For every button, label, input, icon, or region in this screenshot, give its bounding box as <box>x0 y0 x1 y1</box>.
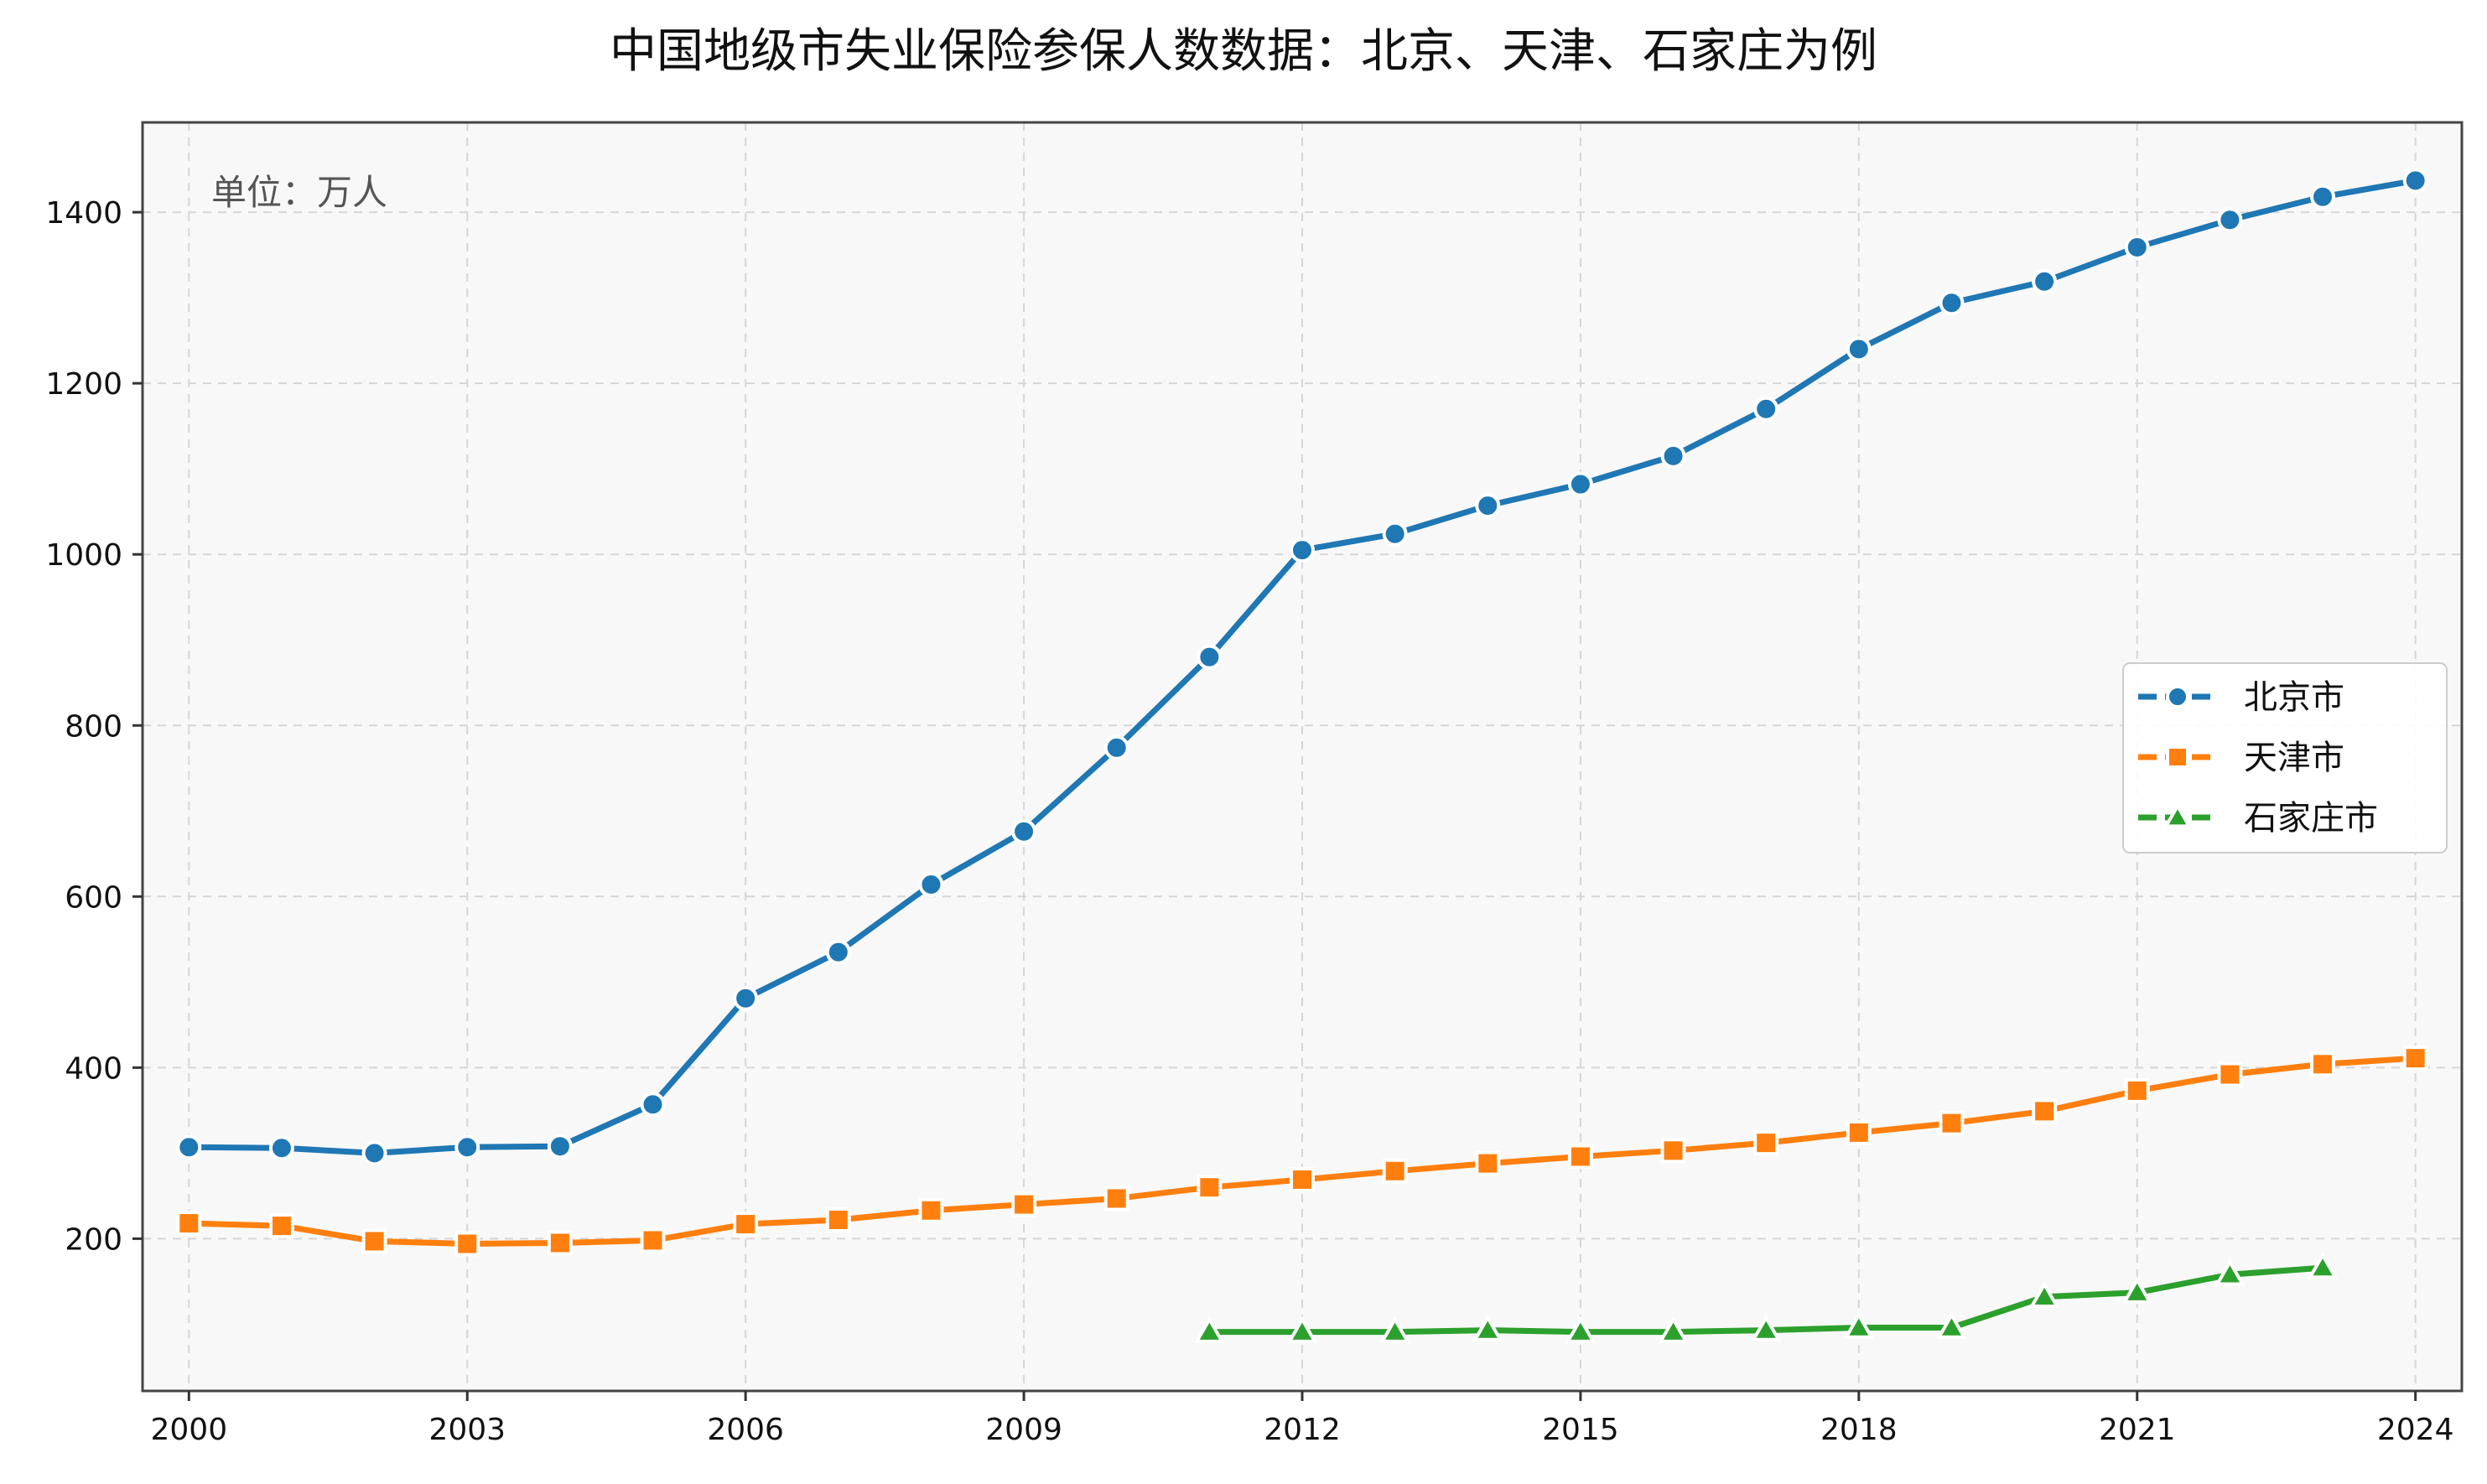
data-point <box>1472 1314 1503 1341</box>
data-point <box>1750 1314 1782 1341</box>
data-point <box>640 1092 666 1118</box>
data-point <box>1753 396 1779 422</box>
data-point <box>1103 1186 1129 1212</box>
chart-title: 中国地级市失业保险参保人数数据：北京、天津、石家庄为例 <box>610 24 1877 79</box>
data-point <box>918 1197 944 1223</box>
data-point <box>1658 1315 1689 1343</box>
data-point <box>2121 1276 2153 1304</box>
data-point <box>1753 1130 1779 1156</box>
x-tick-label: 2003 <box>428 1413 506 1447</box>
legend-label: 石家庄市 <box>2244 799 2378 838</box>
data-point <box>1565 1315 1597 1343</box>
data-point <box>825 1206 851 1232</box>
data-point <box>2028 1280 2060 1308</box>
data-point <box>1290 1167 1315 1193</box>
y-tick-label: 1200 <box>45 367 122 402</box>
x-tick-label: 2018 <box>1820 1413 1898 1447</box>
data-point <box>1011 1191 1037 1217</box>
x-tick-label: 2000 <box>151 1413 228 1447</box>
data-point <box>361 1228 387 1254</box>
data-point <box>1660 1138 1686 1164</box>
legend-item: 北京市 <box>2138 678 2344 717</box>
x-tick-label: 2012 <box>1264 1413 1341 1447</box>
data-point <box>2307 1252 2339 1279</box>
data-point <box>640 1227 666 1253</box>
legend-label: 天津市 <box>2244 739 2344 777</box>
legend-label: 北京市 <box>2244 678 2344 717</box>
data-point <box>1290 537 1315 563</box>
data-point <box>1567 471 1593 497</box>
x-tick-label: 2015 <box>1542 1413 1619 1447</box>
data-point <box>2217 1061 2243 1087</box>
legend-swatch-marker <box>2166 685 2189 708</box>
x-tick-label: 2021 <box>2099 1413 2176 1447</box>
x-tick-label: 2024 <box>2377 1413 2454 1447</box>
legend-item: 天津市 <box>2138 739 2344 777</box>
data-point <box>1197 1175 1223 1201</box>
data-point <box>2310 1051 2336 1077</box>
data-point <box>1382 521 1408 547</box>
data-point <box>454 1134 480 1160</box>
data-point <box>733 1212 759 1238</box>
data-point <box>2124 1077 2150 1103</box>
data-point <box>1475 1150 1501 1176</box>
data-point <box>2124 234 2150 260</box>
data-point <box>1846 336 1872 362</box>
data-point <box>1475 493 1501 519</box>
legend-item: 石家庄市 <box>2138 799 2378 838</box>
data-point <box>547 1230 573 1256</box>
data-point <box>825 939 851 965</box>
y-tick-label: 1000 <box>45 538 122 573</box>
series-circle <box>176 168 2428 1166</box>
y-axis: 200 400 600 800 1000 1200 1400 <box>45 196 143 1257</box>
series-square <box>176 1046 2428 1257</box>
data-point <box>1011 818 1037 844</box>
data-point <box>1382 1158 1408 1184</box>
data-point <box>1286 1315 1318 1343</box>
data-point <box>2402 1046 2428 1071</box>
data-point <box>2214 1258 2246 1286</box>
series-triangle <box>1193 1252 2339 1343</box>
data-point <box>2032 268 2058 294</box>
data-point <box>1379 1315 1411 1343</box>
data-point <box>547 1134 573 1160</box>
data-point <box>176 1211 202 1237</box>
y-tick-label: 400 <box>65 1051 122 1086</box>
data-point <box>1936 1311 1967 1339</box>
data-point <box>1939 1110 1965 1136</box>
data-point <box>1843 1311 1875 1339</box>
data-point <box>1939 290 1965 316</box>
data-point <box>1197 644 1223 670</box>
data-point <box>733 985 759 1011</box>
y-tick-label: 800 <box>65 709 122 744</box>
series-lines <box>176 168 2428 1343</box>
y-tick-label: 1400 <box>45 196 122 231</box>
data-point <box>1846 1119 1872 1145</box>
data-point <box>2217 207 2243 233</box>
data-point <box>361 1140 387 1166</box>
data-point <box>1103 734 1129 760</box>
legend-swatch-marker <box>2162 802 2193 828</box>
data-point <box>268 1213 294 1239</box>
data-point <box>918 872 944 898</box>
legend-swatch-marker <box>2166 745 2189 769</box>
data-point <box>454 1231 480 1257</box>
data-point <box>1567 1144 1593 1170</box>
data-point <box>1193 1315 1225 1343</box>
data-point <box>2032 1098 2058 1124</box>
data-point <box>2310 184 2336 210</box>
x-axis: 2000 2003 2006 2009 2012 2015 2018 2021 2024 <box>151 1391 2454 1447</box>
data-point <box>176 1134 202 1160</box>
legend-box <box>2122 662 2448 854</box>
y-tick-label: 600 <box>65 880 122 915</box>
data-point <box>268 1135 294 1161</box>
data-point <box>2402 168 2428 194</box>
data-point <box>1660 443 1686 469</box>
unit-annotation: 单位：万人 <box>211 172 387 213</box>
x-tick-label: 2009 <box>985 1413 1062 1447</box>
x-tick-label: 2006 <box>707 1413 784 1447</box>
y-tick-label: 200 <box>65 1222 122 1257</box>
